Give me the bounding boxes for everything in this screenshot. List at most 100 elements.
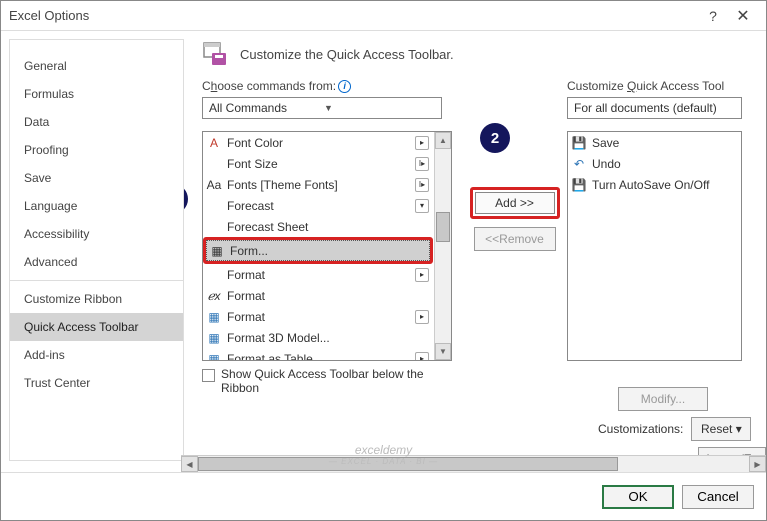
command-label: Forecast Sheet	[227, 220, 431, 234]
submenu-indicator-icon: ▸	[415, 352, 429, 362]
sidebar-item-proofing[interactable]: Proofing	[10, 136, 183, 164]
command-icon	[205, 197, 223, 215]
qat-item[interactable]: 💾 Save	[568, 132, 741, 153]
add-button[interactable]: Add >>	[475, 192, 555, 214]
command-label: Format as Table	[227, 352, 411, 362]
ok-button[interactable]: OK	[602, 485, 674, 509]
customize-qat-value: For all documents (default)	[574, 101, 739, 115]
sidebar-item-formulas[interactable]: Formulas	[10, 80, 183, 108]
command-label: Format 3D Model...	[227, 331, 431, 345]
command-item[interactable]: ▦ Format 3D Model...	[203, 327, 451, 348]
command-item[interactable]: ℯxFormat	[203, 285, 451, 306]
qat-item-label: Save	[592, 136, 741, 150]
command-label: Format	[227, 310, 411, 324]
command-label: Font Color	[227, 136, 411, 150]
sidebar-item-data[interactable]: Data	[10, 108, 183, 136]
scroll-left-button[interactable]: ◀	[181, 456, 198, 472]
command-label: Font Size	[227, 157, 411, 171]
close-button[interactable]: ✕	[728, 6, 758, 26]
qat-item-icon: 💾	[570, 134, 588, 152]
command-label: Form...	[230, 244, 430, 258]
watermark: exceldemy — EXCEL · DATA · BI —	[329, 443, 438, 466]
step-badge-2: 2	[480, 123, 510, 153]
command-item[interactable]: Format ▸	[203, 264, 451, 285]
panel-header: Customize the Quick Access Toolbar.	[202, 41, 766, 67]
qat-column: Customize Quick Access Tool For all docu…	[567, 79, 766, 361]
chevron-down-icon: ▼	[320, 103, 439, 113]
horizontal-scrollbar[interactable]: ◀ ▶	[181, 455, 766, 472]
qat-listbox[interactable]: 💾 Save ↶Undo💾Turn AutoSave On/Off	[567, 131, 742, 361]
sidebar-item-accessibility[interactable]: Accessibility	[10, 220, 183, 248]
window-title: Excel Options	[9, 8, 698, 23]
command-icon	[205, 218, 223, 236]
qat-item-label: Turn AutoSave On/Off	[592, 178, 741, 192]
submenu-indicator-icon: ▾	[415, 199, 429, 213]
sidebar-item-quick-access-toolbar[interactable]: Quick Access Toolbar	[10, 313, 183, 341]
command-label: Format	[227, 268, 411, 282]
choose-commands-value: All Commands	[209, 101, 320, 115]
qat-item-icon: ↶	[570, 155, 588, 173]
command-item[interactable]: Forecast ▾	[203, 195, 451, 216]
command-label: Forecast	[227, 199, 411, 213]
command-item[interactable]: Forecast Sheet	[203, 216, 451, 237]
command-item[interactable]: ▦ Form...	[206, 240, 430, 261]
form-command-highlight: ▦ Form...	[203, 237, 433, 264]
command-icon: A	[205, 134, 223, 152]
scroll-up-button[interactable]: ▲	[435, 132, 451, 149]
show-below-ribbon-checkbox[interactable]	[202, 369, 215, 382]
choose-commands-combo[interactable]: All Commands ▼	[202, 97, 442, 119]
command-icon	[205, 155, 223, 173]
submenu-indicator-icon: ▸	[415, 136, 429, 150]
customize-qat-combo[interactable]: For all documents (default)	[567, 97, 742, 119]
submenu-indicator-icon: I▸	[415, 178, 429, 192]
help-button[interactable]: ?	[698, 8, 728, 24]
command-icon: ▦	[208, 242, 226, 260]
command-icon: Aa	[205, 176, 223, 194]
dialog-footer: OK Cancel	[1, 472, 766, 520]
sidebar-divider	[10, 280, 183, 281]
modify-button[interactable]: Modify...	[618, 387, 708, 411]
command-item[interactable]: Aa Fonts [Theme Fonts] I▸	[203, 174, 451, 195]
command-label: Format	[227, 289, 431, 303]
remove-button[interactable]: << Remove	[474, 227, 556, 251]
submenu-indicator-icon: ▸	[415, 268, 429, 282]
qat-item[interactable]: ↶Undo	[568, 153, 741, 174]
sidebar-item-general[interactable]: General	[10, 52, 183, 80]
info-icon[interactable]: i	[338, 80, 351, 93]
choose-commands-label: Choose commands from:i	[202, 79, 462, 93]
commands-listbox[interactable]: A Font Color ▸ Font Size I▸ Aa Fonts [Theme Fo…	[202, 131, 452, 361]
show-below-ribbon-label: Show Quick Access Toolbar below the Ribb…	[221, 367, 431, 395]
command-icon: ▦	[205, 308, 223, 326]
command-icon	[205, 266, 223, 284]
command-icon: ▦	[205, 329, 223, 347]
command-label: Fonts [Theme Fonts]	[227, 178, 411, 192]
commands-column: Choose commands from:i All Commands ▼ AF…	[202, 79, 462, 395]
reset-button[interactable]: Reset ▾	[691, 417, 751, 441]
scroll-thumb[interactable]	[436, 212, 450, 242]
sidebar-item-addins[interactable]: Add-ins	[10, 341, 183, 369]
command-item[interactable]: ▦ Format as Table ▸	[203, 348, 451, 361]
scroll-right-button[interactable]: ▶	[749, 456, 766, 472]
qat-header-icon	[202, 41, 230, 67]
scrollbar-vertical[interactable]: ▲ ▼	[434, 132, 451, 360]
scroll-down-button[interactable]: ▼	[435, 343, 451, 360]
add-button-highlight: Add >>	[470, 187, 560, 219]
main-panel: Customize the Quick Access Toolbar. Choo…	[184, 31, 766, 469]
qat-item[interactable]: 💾Turn AutoSave On/Off	[568, 174, 741, 195]
command-item[interactable]: Font Size I▸	[203, 153, 451, 174]
customize-qat-label: Customize Quick Access Tool	[567, 79, 766, 93]
sidebar-item-advanced[interactable]: Advanced	[10, 248, 183, 276]
command-icon: ▦	[205, 350, 223, 362]
options-dialog: Excel Options ? ✕ General Formulas Data …	[0, 0, 767, 521]
sidebar-item-customize-ribbon[interactable]: Customize Ribbon	[10, 285, 183, 313]
sidebar-item-save[interactable]: Save	[10, 164, 183, 192]
command-item[interactable]: ▦Format▸	[203, 306, 451, 327]
submenu-indicator-icon: I▸	[415, 157, 429, 171]
transfer-buttons-column: Add >> << Remove	[462, 79, 567, 251]
category-sidebar: General Formulas Data Proofing Save Lang…	[9, 39, 184, 461]
step-badge-1: 1	[184, 184, 188, 214]
command-item[interactable]: A Font Color ▸	[203, 132, 451, 153]
sidebar-item-trust-center[interactable]: Trust Center	[10, 369, 183, 397]
cancel-button[interactable]: Cancel	[682, 485, 754, 509]
sidebar-item-language[interactable]: Language	[10, 192, 183, 220]
